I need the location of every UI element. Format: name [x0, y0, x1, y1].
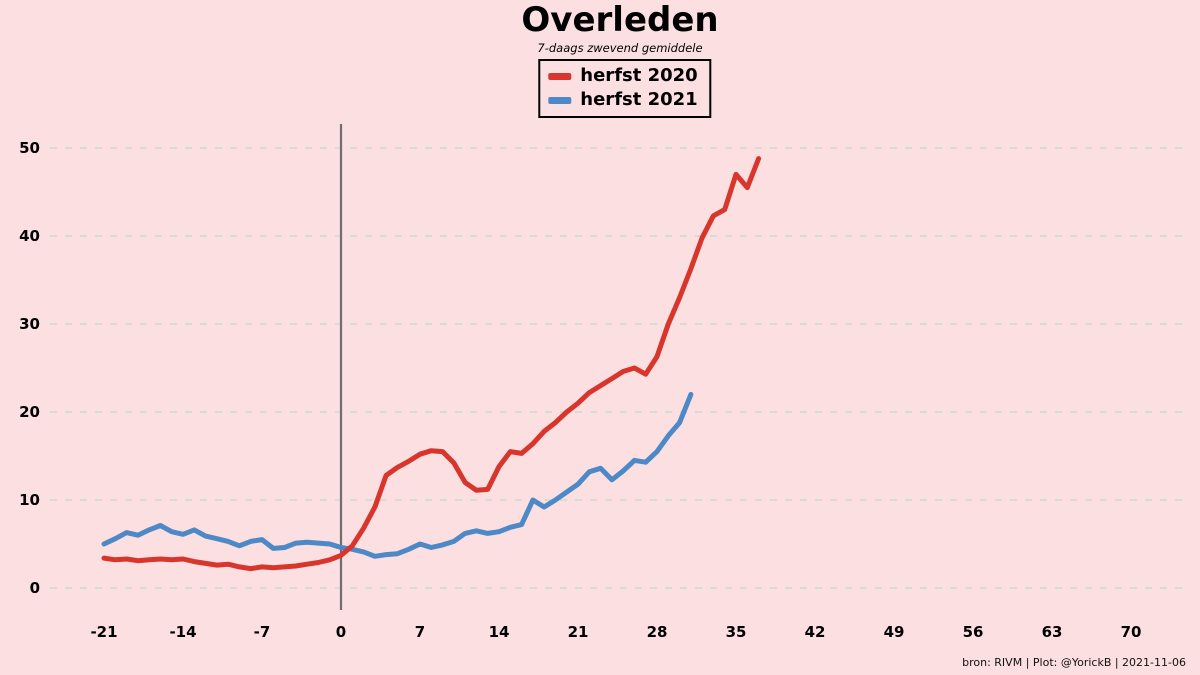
x-tick-label: 49 — [884, 623, 905, 641]
y-tick-label: 10 — [19, 491, 40, 509]
x-tick-label: 21 — [568, 623, 589, 641]
x-tick-label: 7 — [415, 623, 425, 641]
source-credit: bron: RIVM | Plot: @YorickB | 2021-11-06 — [962, 656, 1186, 669]
x-tick-label: 42 — [805, 623, 826, 641]
x-tick-label: 63 — [1042, 623, 1063, 641]
y-tick-label: 40 — [19, 227, 40, 245]
y-tick-label: 50 — [19, 139, 40, 157]
legend-swatch-red — [548, 72, 572, 80]
chart-title: Overleden — [521, 0, 719, 40]
x-tick-label: 0 — [336, 623, 346, 641]
series-line-herfst-2020 — [101, 156, 762, 572]
y-tick-label: 0 — [30, 579, 40, 597]
legend: herfst 2020 herfst 2021 — [538, 59, 712, 118]
y-tick-label: 20 — [19, 403, 40, 421]
x-tick-label: 14 — [489, 623, 510, 641]
x-tick-label: 28 — [647, 623, 668, 641]
x-tick-label: -7 — [254, 623, 271, 641]
y-tick-label: 30 — [19, 315, 40, 333]
x-tick-label: 35 — [726, 623, 747, 641]
chart-header: Overleden 7-daags zwevend gemiddele — [521, 0, 718, 55]
chart-subtitle: 7-daags zwevend gemiddele — [537, 41, 703, 55]
legend-item-herfst-2021: herfst 2021 — [548, 88, 698, 112]
x-tick-label: -21 — [90, 623, 117, 641]
x-tick-label: 56 — [963, 623, 984, 641]
legend-swatch-blue — [548, 96, 572, 104]
legend-label-herfst-2020: herfst 2020 — [580, 65, 698, 86]
legend-label-herfst-2021: herfst 2021 — [580, 89, 698, 110]
series-line-herfst-2021 — [101, 391, 694, 559]
x-tick-label: 70 — [1121, 623, 1142, 641]
x-tick-label: -14 — [169, 623, 196, 641]
legend-item-herfst-2020: herfst 2020 — [548, 64, 698, 88]
